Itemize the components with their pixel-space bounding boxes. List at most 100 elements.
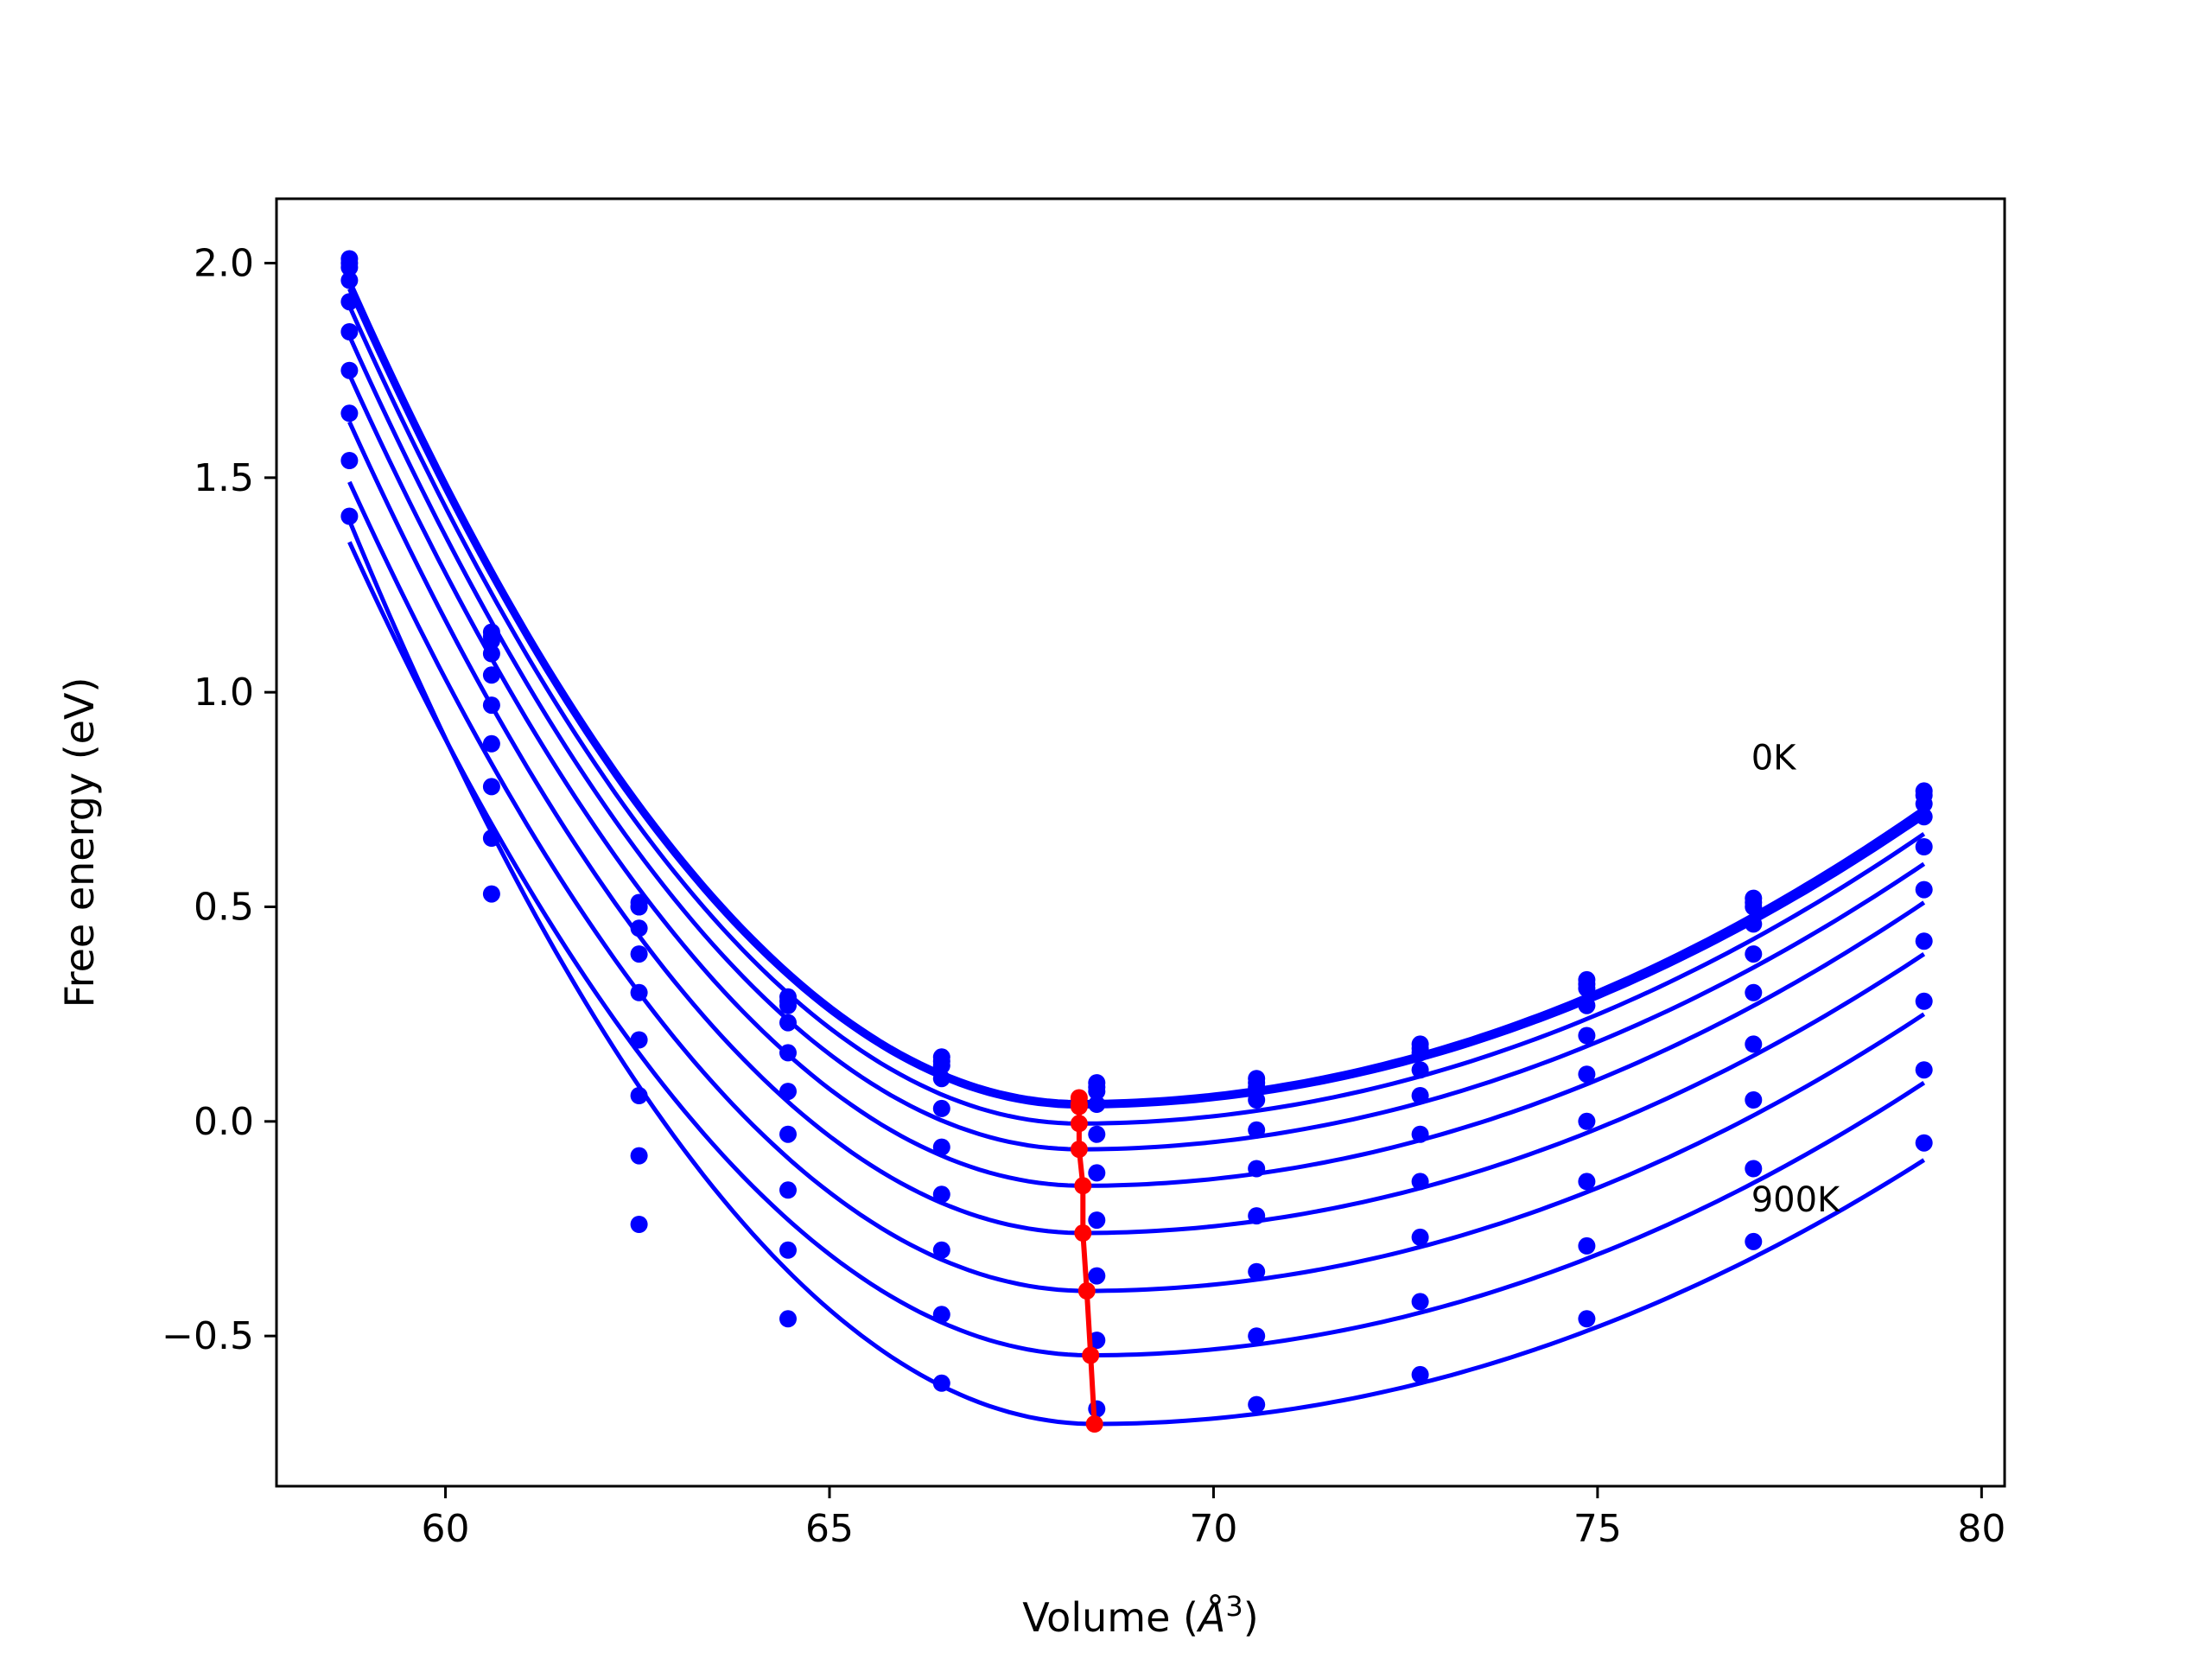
data-point-4-6 <box>1248 1121 1266 1139</box>
y-tick-label-3: 1.0 <box>194 671 254 715</box>
y-tick-label-0: −0.5 <box>162 1314 254 1358</box>
data-point-2-10 <box>1915 795 1933 813</box>
data-point-9-9 <box>1745 1232 1763 1250</box>
x-axis-label: Volume (Å3) <box>1022 1590 1258 1641</box>
data-point-2-1 <box>482 632 500 650</box>
data-point-4-3 <box>779 1044 797 1062</box>
data-point-9-0 <box>340 507 359 525</box>
data-point-4-0 <box>340 293 359 311</box>
data-point-8-6 <box>1248 1327 1266 1345</box>
data-point-2-9 <box>1745 898 1763 916</box>
data-point-9-7 <box>1411 1365 1429 1383</box>
data-point-7-2 <box>630 1087 648 1104</box>
annotation-1: 900K <box>1751 1180 1841 1220</box>
data-point-8-0 <box>340 452 359 469</box>
y-tick-label-5: 2.0 <box>194 242 254 286</box>
x-tick-label-2: 70 <box>1189 1507 1237 1551</box>
data-point-7-5 <box>1088 1267 1106 1285</box>
data-point-8-2 <box>630 1147 648 1165</box>
data-point-4-5 <box>1088 1125 1106 1143</box>
data-point-7-8 <box>1578 1173 1596 1191</box>
data-point-6-8 <box>1578 1112 1596 1130</box>
data-point-8-9 <box>1745 1160 1763 1178</box>
data-point-8-7 <box>1411 1293 1429 1311</box>
data-point-7-0 <box>340 404 359 423</box>
data-point-5-4 <box>932 1138 950 1156</box>
data-point-3-8 <box>1578 996 1596 1014</box>
data-point-2-6 <box>1248 1078 1266 1096</box>
data-point-3-6 <box>1248 1091 1266 1109</box>
x-axis-label-suffix: ) <box>1243 1594 1259 1641</box>
data-point-8-4 <box>932 1306 950 1324</box>
data-point-9-1 <box>482 885 500 903</box>
y-axis-label: Free energy (eV) <box>56 677 103 1008</box>
annotations: 0K 900K <box>1751 739 1841 1221</box>
y-tick-label-1: 0.0 <box>194 1100 254 1144</box>
data-point-3-2 <box>630 919 648 938</box>
data-point-7-6 <box>1248 1262 1266 1281</box>
fit-curve-5 <box>347 373 1926 1188</box>
fit-curve-9 <box>347 519 1926 1427</box>
data-point-8-3 <box>779 1241 797 1259</box>
data-point-2-5 <box>1088 1083 1106 1101</box>
data-point-6-6 <box>1248 1207 1266 1225</box>
annotation-0: 0K <box>1751 739 1797 779</box>
data-point-2-8 <box>1578 979 1596 997</box>
data-point-5-2 <box>630 983 648 1001</box>
data-point-9-2 <box>630 1216 648 1233</box>
data-point-5-1 <box>482 696 500 715</box>
data-point-2-2 <box>630 898 648 916</box>
minimum-point-5 <box>1074 1177 1092 1195</box>
data-point-6-9 <box>1745 1035 1763 1053</box>
minimum-point-6 <box>1074 1224 1092 1242</box>
minimum-point-3 <box>1070 1115 1088 1133</box>
data-point-6-3 <box>779 1125 797 1143</box>
x-axis-label-prefix: Volume ( <box>1022 1594 1198 1641</box>
minimum-point-8 <box>1082 1346 1100 1364</box>
data-point-9-4 <box>932 1374 950 1392</box>
data-point-2-3 <box>779 996 797 1014</box>
data-point-9-5 <box>1088 1400 1106 1418</box>
data-point-3-1 <box>482 645 500 663</box>
fit-curve-6 <box>347 421 1926 1236</box>
data-point-4-7 <box>1411 1087 1429 1104</box>
data-point-4-2 <box>630 945 648 963</box>
data-point-4-4 <box>932 1099 950 1117</box>
minimum-point-7 <box>1077 1282 1096 1300</box>
data-point-5-0 <box>340 323 359 340</box>
data-point-7-9 <box>1745 1091 1763 1109</box>
x-tick-label-1: 65 <box>805 1507 854 1551</box>
data-point-3-4 <box>932 1070 950 1088</box>
data-point-7-1 <box>482 778 500 796</box>
data-point-8-1 <box>482 830 500 847</box>
data-point-6-4 <box>932 1185 950 1204</box>
x-tick-label-0: 60 <box>422 1507 470 1551</box>
data-point-6-0 <box>340 361 359 379</box>
data-point-3-0 <box>340 271 359 289</box>
data-point-3-10 <box>1915 808 1933 826</box>
data-point-6-5 <box>1088 1211 1106 1230</box>
axes-frame <box>275 197 2006 1488</box>
data-point-4-8 <box>1578 1027 1596 1045</box>
y-tick-label-4: 1.5 <box>194 456 254 500</box>
data-point-6-7 <box>1411 1173 1429 1191</box>
y-tick-label-2: 0.5 <box>194 886 254 930</box>
data-point-7-7 <box>1411 1228 1429 1246</box>
data-point-9-8 <box>1578 1310 1596 1328</box>
data-point-3-5 <box>1088 1096 1106 1113</box>
data-point-7-10 <box>1915 992 1933 1010</box>
data-point-6-1 <box>482 734 500 753</box>
data-point-9-10 <box>1915 1134 1933 1152</box>
data-point-2-4 <box>932 1057 950 1075</box>
x-tick-label-4: 80 <box>1957 1507 2005 1551</box>
data-point-5-8 <box>1578 1065 1596 1084</box>
data-point-5-10 <box>1915 880 1933 899</box>
fit-curve-8 <box>347 541 1926 1357</box>
data-point-8-10 <box>1915 1061 1933 1079</box>
data-point-4-9 <box>1745 945 1763 963</box>
data-point-7-3 <box>779 1181 797 1199</box>
data-point-6-10 <box>1915 932 1933 950</box>
x-axis-label-symbol: Å <box>1196 1594 1225 1641</box>
